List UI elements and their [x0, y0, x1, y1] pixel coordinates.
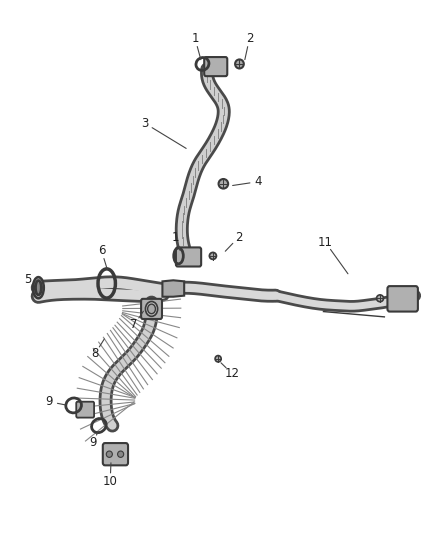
- FancyBboxPatch shape: [76, 402, 94, 418]
- Ellipse shape: [377, 295, 384, 302]
- Text: 7: 7: [131, 318, 138, 332]
- FancyBboxPatch shape: [204, 57, 227, 76]
- Ellipse shape: [219, 179, 228, 189]
- Text: 10: 10: [103, 475, 118, 488]
- Ellipse shape: [117, 451, 124, 457]
- FancyBboxPatch shape: [103, 443, 128, 465]
- Ellipse shape: [209, 253, 216, 260]
- Text: 5: 5: [24, 273, 31, 286]
- Text: 11: 11: [318, 236, 333, 249]
- Ellipse shape: [235, 60, 244, 68]
- FancyBboxPatch shape: [141, 299, 162, 319]
- Text: 12: 12: [225, 367, 240, 380]
- Ellipse shape: [106, 451, 113, 457]
- Ellipse shape: [36, 281, 41, 294]
- Text: 9: 9: [89, 436, 96, 449]
- FancyBboxPatch shape: [388, 286, 418, 312]
- Ellipse shape: [215, 356, 221, 362]
- Text: 4: 4: [254, 175, 262, 188]
- Text: 2: 2: [246, 32, 253, 45]
- Text: 6: 6: [98, 244, 105, 257]
- Text: 2: 2: [235, 231, 242, 244]
- Ellipse shape: [33, 277, 44, 298]
- Ellipse shape: [148, 304, 155, 314]
- Text: 9: 9: [46, 395, 53, 408]
- Text: 8: 8: [91, 348, 99, 360]
- Polygon shape: [162, 280, 184, 297]
- FancyBboxPatch shape: [176, 247, 201, 266]
- Text: 1: 1: [191, 32, 199, 45]
- Ellipse shape: [145, 302, 158, 317]
- Text: 3: 3: [141, 117, 148, 130]
- Text: 1: 1: [172, 231, 179, 244]
